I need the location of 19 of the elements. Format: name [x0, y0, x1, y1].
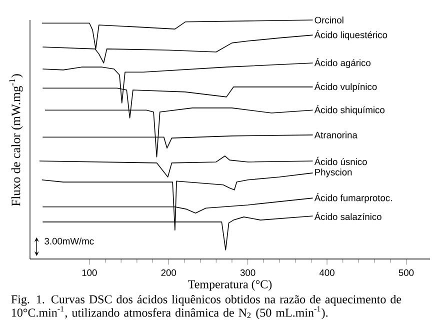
- series-label: Atranorina: [314, 132, 358, 138]
- series-label: Ácido salazínico: [314, 212, 382, 220]
- x-tick-label: 100: [82, 269, 97, 276]
- series-label: Physcion: [315, 168, 352, 178]
- series-label: Ácido úsnico: [314, 156, 367, 166]
- x-tick-label: 300: [240, 269, 256, 276]
- series-label: Ácido shiquímico: [314, 105, 385, 116]
- x-tick-label: 200: [161, 269, 176, 276]
- y-axis-title: Fluxo de calor (mW.mg$^{-1}$): [9, 74, 23, 206]
- series-label: Ácido vulpínico: [314, 82, 377, 92]
- annotation: 3.00mW/mc: [44, 238, 94, 244]
- series-label: Orcinol: [314, 16, 344, 24]
- series-label: Ácido agárico: [314, 58, 371, 68]
- series-label: Ácido fumarprotoc.: [314, 193, 392, 204]
- x-tick-label: 500: [398, 269, 414, 276]
- caption: Fig. 1. Curvas DSC dos ácidos liquênicos obtidos na razão de aquecimento de 10°C.min$^{-1}$, utilizando atmosfera dinâmica de N$_{2}$ (50 mL.min$^{-1}$).: [11, 294, 402, 320]
- x-axis-title: Temperatura (°C): [188, 280, 272, 291]
- series-label: Ácido liquestérico: [314, 30, 388, 40]
- x-tick-label: 400: [319, 269, 334, 276]
